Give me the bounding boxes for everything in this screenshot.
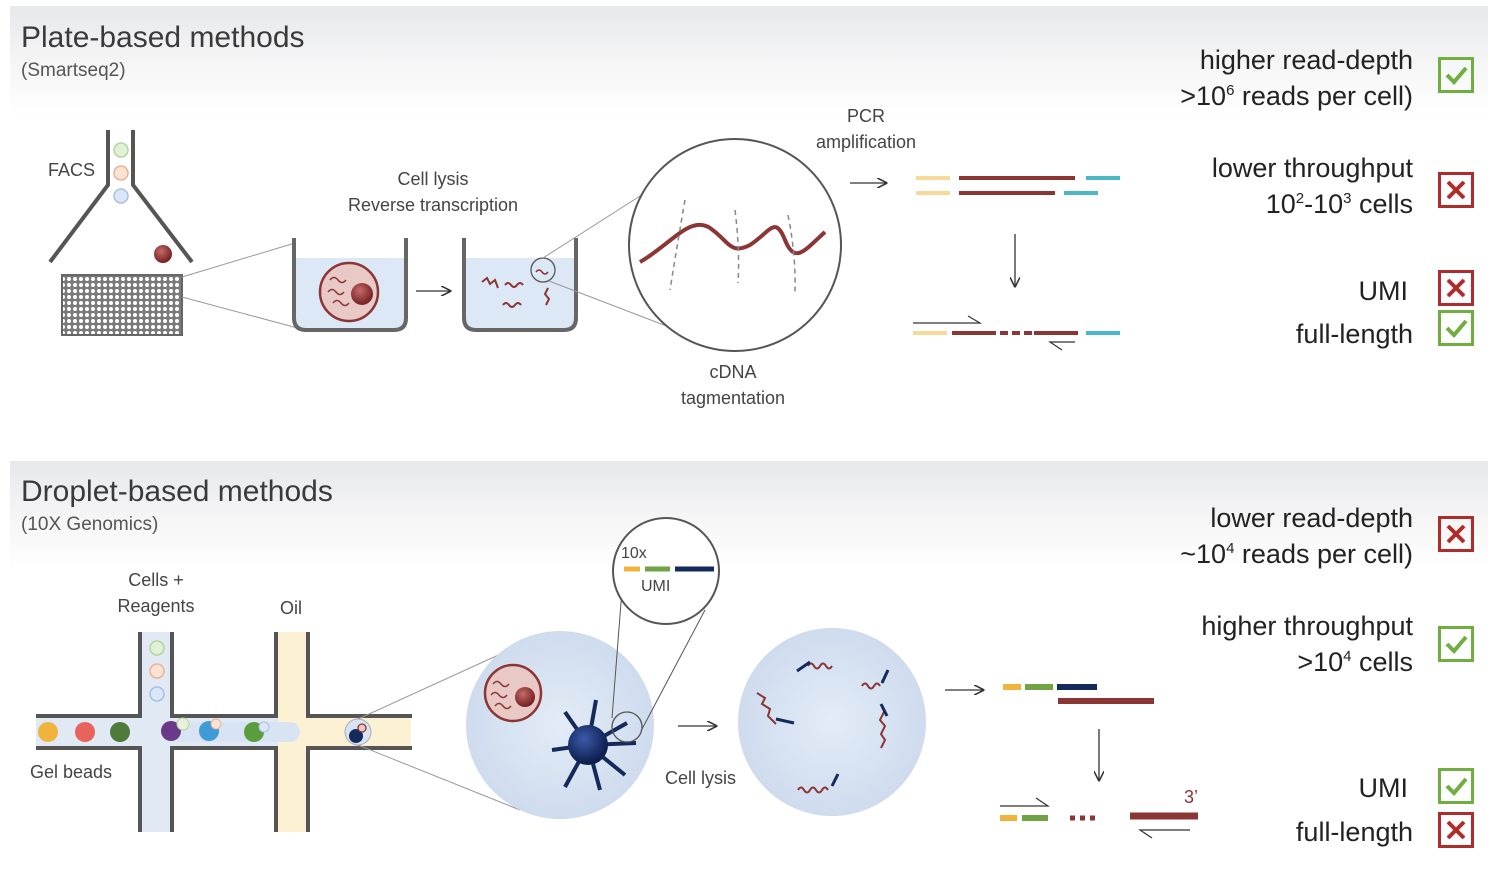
plate-readdepth: higher read-depth >106 reads per cell) <box>1180 45 1413 111</box>
cdna-label: cDNA tagmentation <box>680 362 786 408</box>
cell-orange <box>113 165 129 181</box>
three-prime-fragment <box>1000 797 1198 839</box>
cross-icon <box>1438 516 1474 552</box>
droplet-readdepth: lower read-depth ~104 reads per cell) <box>1180 503 1413 569</box>
pcr-label: PCR amplification <box>815 106 917 152</box>
cell-lysis-label: Cell lysis <box>665 768 737 788</box>
well-with-cell <box>292 238 408 332</box>
check-icon <box>1438 57 1474 93</box>
gel-bead-yellow <box>38 722 58 742</box>
droplet-fulllength: full-length <box>1295 817 1413 847</box>
cross-icon <box>1438 812 1474 848</box>
barcoded-bead <box>568 725 608 765</box>
barcode-inset <box>612 517 720 625</box>
well-plate <box>61 274 183 336</box>
oil-label: Oil <box>280 598 302 618</box>
cross-icon <box>1438 172 1474 208</box>
check-icon <box>1438 768 1474 804</box>
sorted-cell <box>154 245 172 263</box>
cell-green <box>113 142 129 158</box>
droplet-umi: UMI <box>1358 773 1409 803</box>
plate-title: Plate-based methods <box>21 21 305 54</box>
droplet-based-panel <box>10 461 1488 866</box>
three-prime-label: 3’ <box>1184 787 1199 807</box>
barcoded-cdna <box>1003 684 1154 704</box>
cross-icon <box>1438 270 1474 306</box>
plate-umi: UMI <box>1358 276 1409 306</box>
lysis-label: Cell lysis Reverse transcription <box>347 169 519 215</box>
gel-bead-red <box>75 722 95 742</box>
droplet-title: Droplet-based methods <box>21 475 333 508</box>
facs-sorter <box>48 130 194 264</box>
pcr-product <box>916 176 1120 195</box>
plate-throughput: lower throughput 102-103 cells <box>1211 153 1413 219</box>
plate-subtitle: (Smartseq2) <box>21 60 126 81</box>
gel-beads-label: Gel beads <box>30 762 113 782</box>
microfluidic-chip <box>36 632 412 832</box>
cell-blue <box>113 188 129 204</box>
gel-bead-green <box>110 722 130 742</box>
full-length-fragment <box>913 315 1120 351</box>
well-lysed <box>462 238 578 332</box>
tenx-label: 10x <box>621 545 647 562</box>
droplet-lysed <box>738 628 926 816</box>
droplet-throughput: higher throughput >104 cells <box>1201 611 1413 677</box>
plate-fulllength: full-length <box>1295 319 1413 349</box>
facs-label: FACS <box>48 160 96 180</box>
gel-bead-purple <box>161 721 181 741</box>
droplet-subtitle: (10X Genomics) <box>21 514 159 535</box>
check-icon <box>1438 626 1474 662</box>
cdna-zoom-circle <box>628 138 842 352</box>
cells-reagents-label: Cells + Reagents <box>117 570 195 616</box>
droplet-gem <box>466 631 654 819</box>
umi-inset-label: UMI <box>641 578 671 595</box>
check-icon <box>1438 310 1474 346</box>
